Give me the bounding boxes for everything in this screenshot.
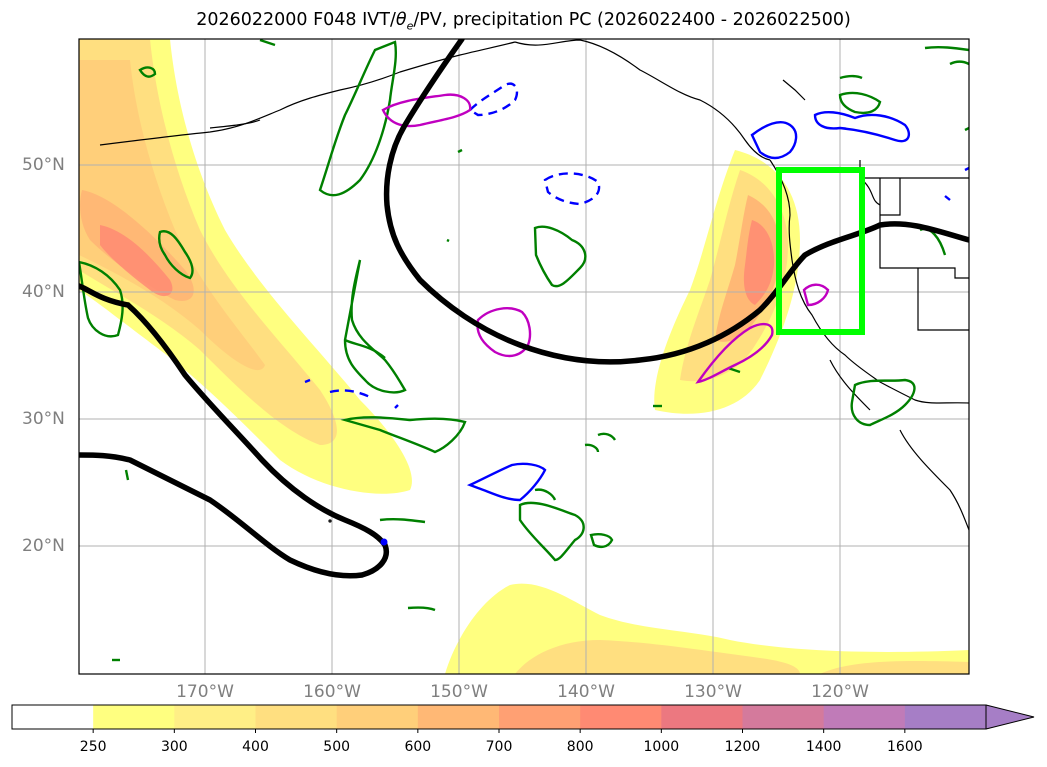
lon-label-130w: 130°W: [684, 682, 742, 702]
colorbar-tick-label: 800: [566, 739, 594, 755]
pv-contours: [304, 110, 969, 502]
colorbar-tick-label: 500: [323, 739, 351, 755]
map-title: 2026022000 F048 IVT/θe/PV, precipitation…: [0, 10, 1047, 33]
coastlines: [99, 39, 969, 548]
lat-label-40: 40°N: [22, 282, 65, 302]
colorbar-tick-label: 1600: [887, 739, 923, 755]
lat-label-50: 50°N: [22, 155, 65, 175]
lon-label-140w: 140°W: [557, 682, 615, 702]
ivt-fill-west: [79, 39, 412, 494]
colorbar-tick-label: 300: [160, 739, 188, 755]
colorbar-tick-label: 1400: [805, 739, 842, 755]
theta-e-contours: [79, 39, 969, 662]
pv-negative-contours: [329, 82, 601, 400]
colorbar-tick-label: 1200: [724, 739, 761, 755]
graticule: [79, 39, 969, 674]
region-box: [776, 167, 865, 335]
map-frame: [78, 38, 970, 675]
colorbar-tick-label: 400: [242, 739, 269, 755]
blue-marker: [380, 538, 388, 546]
lon-label-120w: 120°W: [811, 682, 869, 702]
colorbar-tick-label: 600: [404, 739, 432, 755]
title-suffix: /PV, precipitation PC (2026022400 - 2026…: [413, 10, 851, 30]
lon-label-170w: 170°W: [176, 682, 234, 702]
title-theta: θ: [395, 10, 407, 30]
colorbar-tick-label: 250: [79, 739, 107, 755]
lat-label-30: 30°N: [22, 409, 65, 429]
lat-label-20: 20°N: [22, 536, 65, 556]
title-theta-sub: e: [406, 19, 414, 33]
ivt-fill-south: [445, 583, 969, 674]
lon-label-150w: 150°W: [430, 682, 488, 702]
lon-label-160w: 160°W: [303, 682, 361, 702]
colorbar-tick-label: 700: [485, 739, 513, 755]
title-prefix: 2026022000 F048 IVT/: [196, 10, 396, 30]
colorbar-tick-label: 1000: [643, 739, 680, 755]
